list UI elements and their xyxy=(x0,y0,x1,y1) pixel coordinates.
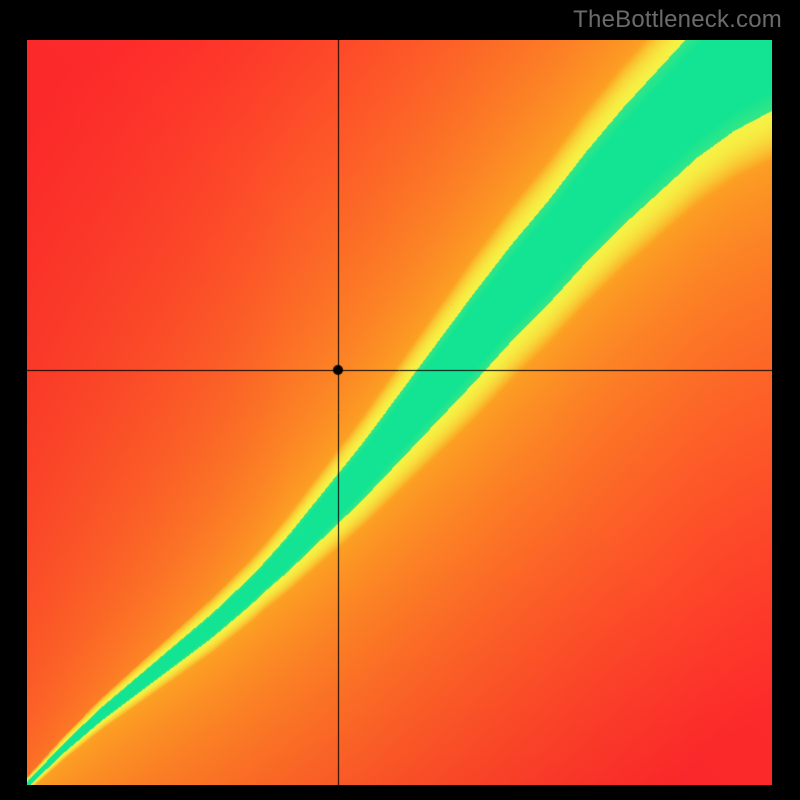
bottleneck-heatmap xyxy=(27,40,772,785)
watermark-label: TheBottleneck.com xyxy=(573,6,782,34)
chart-container: TheBottleneck.com xyxy=(0,0,800,800)
